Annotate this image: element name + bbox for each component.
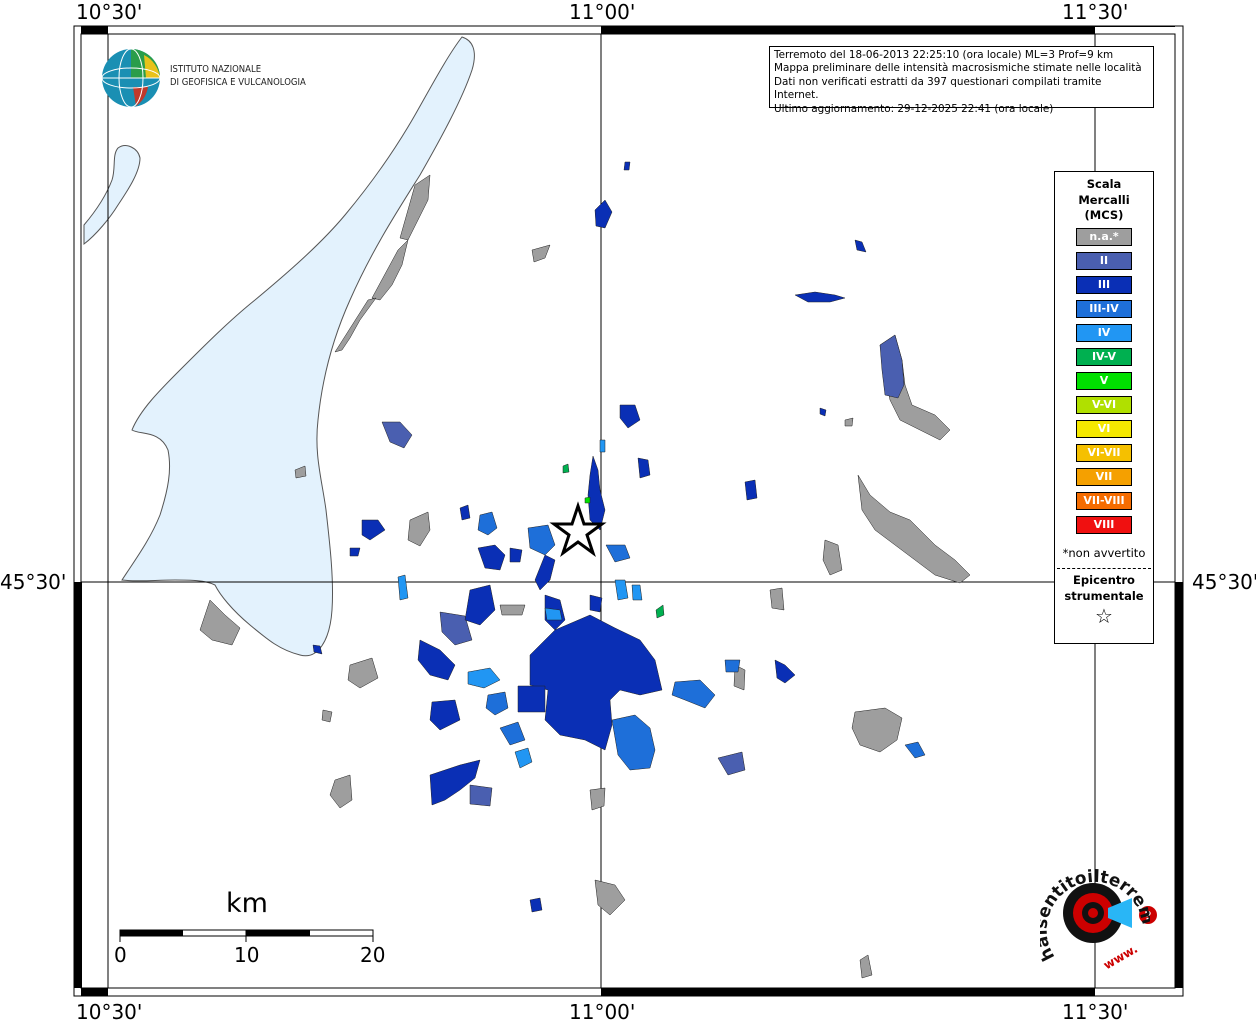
ingv-line-1: ISTITUTO NAZIONALE bbox=[170, 64, 262, 75]
legend-epicenter: Epicentro strumentale ☆ bbox=[1055, 572, 1153, 628]
lake-garda bbox=[121, 36, 475, 657]
legend-swatch-vi-vii: VI-VII bbox=[1076, 444, 1132, 462]
legend-title-2: Mercalli bbox=[1078, 192, 1130, 207]
legend-swatch-iv-v: IV-V bbox=[1076, 348, 1132, 366]
legend-separator bbox=[1057, 568, 1151, 569]
legend-swatch-vii: VII bbox=[1076, 468, 1132, 486]
legend-title-3: (MCS) bbox=[1084, 208, 1124, 222]
legend-epicenter-line-1: Epicentro bbox=[1073, 573, 1135, 587]
lat-label-right-4530: 45°30' bbox=[1192, 570, 1256, 594]
haisentito-text: haisentitoilterremoto.it bbox=[1032, 847, 1158, 972]
haisentito-logo: ? bbox=[1063, 883, 1157, 943]
mcs-legend: Scala Mercalli (MCS) n.a.* II III III-IV IV I… bbox=[1054, 171, 1154, 644]
lon-label-bottom-1030: 10°30' bbox=[76, 1000, 143, 1024]
legend-swatch-iii: III bbox=[1076, 276, 1132, 294]
event-info-line-4: Ultimo aggiornamento: 29-12-2025 22:41 (… bbox=[774, 102, 1054, 115]
lon-label-bottom-1130: 11°30' bbox=[1062, 1000, 1129, 1024]
legend-swatch-vi: VI bbox=[1076, 420, 1132, 438]
event-info-line-2: Mappa preliminare delle intensità macros… bbox=[774, 62, 1142, 75]
legend-note: *non avvertito bbox=[1062, 546, 1146, 560]
scale-bar-tick-0: 0 bbox=[114, 943, 127, 967]
legend-swatch-n-a: n.a.* bbox=[1076, 228, 1132, 246]
legend-swatch-v: V bbox=[1076, 372, 1132, 390]
legend-swatch-viii: VIII bbox=[1076, 516, 1132, 534]
event-info-line-1: Terremoto del 18-06-2013 22:25:10 (ora l… bbox=[774, 49, 1114, 61]
svg-text:?: ? bbox=[1145, 909, 1152, 923]
lake-ledro bbox=[83, 145, 141, 246]
legend-title-1: Scala bbox=[1086, 177, 1122, 191]
epicenter-star bbox=[549, 501, 607, 557]
legend-epicenter-star-icon: ☆ bbox=[1095, 604, 1113, 628]
event-info-line-3: Dati non verificati estratti da 397 ques… bbox=[774, 75, 1102, 102]
ingv-logo: ISTITUTO NAZIONALE DI GEOFISICA E VULCAN… bbox=[100, 47, 306, 113]
lat-label-left-4530: 45°30' bbox=[0, 570, 67, 594]
legend-title: Scala Mercalli (MCS) bbox=[1055, 177, 1153, 224]
scale-bar bbox=[119, 929, 374, 942]
legend-swatch-vii-viii: VII-VIII bbox=[1076, 492, 1132, 510]
globe-icon bbox=[101, 48, 161, 108]
scale-bar-tick-20: 20 bbox=[360, 943, 386, 967]
legend-swatch-v-vi: V-VI bbox=[1076, 396, 1132, 414]
lon-label-top-1100: 11°00' bbox=[569, 0, 636, 24]
scale-bar-tick-10: 10 bbox=[234, 943, 260, 967]
legend-swatch-ii: II bbox=[1076, 252, 1132, 270]
legend-swatch-iv: IV bbox=[1076, 324, 1132, 342]
lon-label-bottom-1100: 11°00' bbox=[569, 1000, 636, 1024]
municipality-areas bbox=[199, 161, 971, 979]
scale-bar-title: km bbox=[226, 888, 268, 919]
legend-swatch-iii-iv: III-IV bbox=[1076, 300, 1132, 318]
frame-ticks bbox=[74, 26, 1183, 996]
ingv-line-2: DI GEOFISICA E VULCANOLOGIA bbox=[170, 77, 306, 88]
lon-label-top-1130: 11°30' bbox=[1062, 0, 1129, 24]
legend-epicenter-line-2: strumentale bbox=[1064, 589, 1144, 603]
event-info-box: Terremoto del 18-06-2013 22:25:10 (ora l… bbox=[769, 46, 1154, 115]
ingv-name: ISTITUTO NAZIONALE DI GEOFISICA E VULCAN… bbox=[170, 63, 306, 89]
lon-label-top-1030: 10°30' bbox=[76, 0, 143, 24]
